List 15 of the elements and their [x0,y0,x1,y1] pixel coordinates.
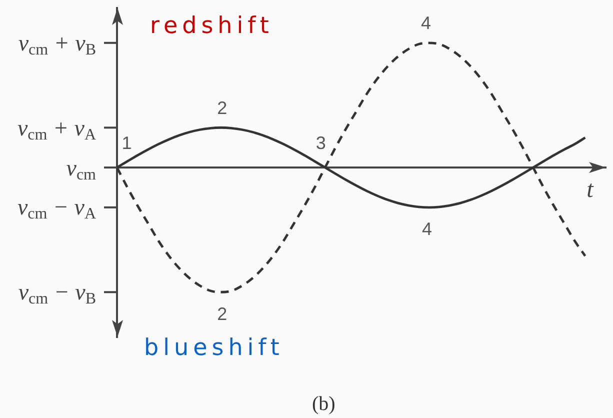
annotation: 2 [217,304,228,324]
annotation: 2 [217,98,228,118]
text: redshift [150,13,274,39]
annotation: 3 [316,132,326,152]
annotation: 4 [421,12,432,33]
text: blueshift [144,335,284,361]
text: v$_{cm}$ − v$_{A}$ [17,194,96,223]
annotation: 1 [122,132,132,152]
x-axis-title: t [586,176,595,203]
text: v$_{cm}$ + v$_{B}$ [18,30,96,58]
annotation: 4 [422,219,432,240]
text: (b) [312,393,336,416]
text: v$_{cm}$ + v$_{A}$ [17,115,96,144]
text: v$_{cm}$ [66,155,96,183]
text: v$_{cm}$ − v$_{B}$ [18,280,96,308]
